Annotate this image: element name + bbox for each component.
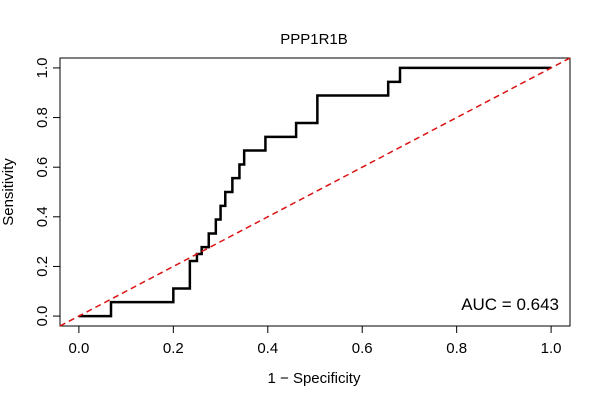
y-tick-label: 0.2 [34, 256, 51, 277]
chart-title: PPP1R1B [280, 31, 348, 48]
x-tick-label: 1.0 [541, 340, 562, 357]
y-tick-label: 1.0 [34, 57, 51, 78]
y-tick-label: 0.0 [34, 306, 51, 327]
y-tick-label: 0.4 [34, 206, 51, 227]
x-tick-label: 0.6 [352, 340, 373, 357]
x-tick-label: 0.0 [68, 340, 89, 357]
reference-diagonal-line [59, 57, 571, 327]
series-layer [59, 57, 571, 327]
x-tick-label: 0.2 [163, 340, 184, 357]
roc-curve-line [78, 66, 552, 318]
y-axis: 0.0 0.2 0.4 0.6 0.8 1.0 [34, 57, 61, 327]
x-axis: 0.0 0.2 0.4 0.6 0.8 1.0 [68, 325, 562, 357]
x-axis-label: 1 − Specificity [268, 370, 361, 387]
y-tick-label: 0.6 [34, 157, 51, 178]
auc-annotation: AUC = 0.643 [461, 295, 559, 314]
y-tick-label: 0.8 [34, 107, 51, 128]
x-tick-label: 0.4 [257, 340, 278, 357]
y-axis-label: Sensitivity [0, 158, 17, 226]
x-tick-label: 0.8 [446, 340, 467, 357]
plot-frame [59, 57, 571, 327]
